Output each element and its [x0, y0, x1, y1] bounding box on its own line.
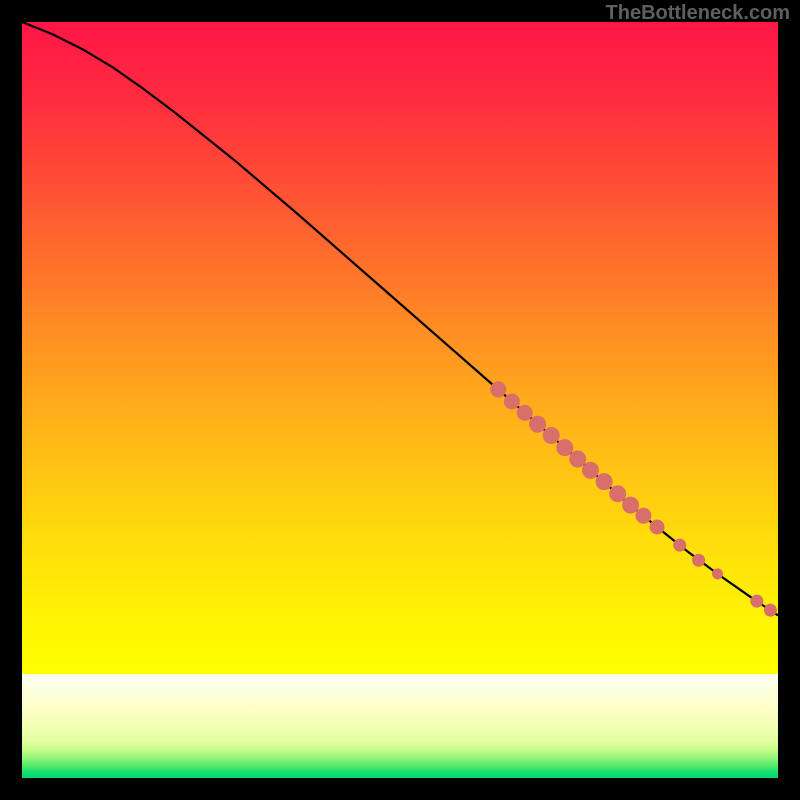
data-marker [610, 486, 626, 502]
data-marker [491, 382, 506, 397]
data-marker [623, 497, 639, 513]
data-marker [713, 569, 723, 579]
data-marker [504, 394, 519, 409]
trend-curve [22, 22, 778, 615]
data-marker [596, 474, 612, 490]
data-marker [557, 440, 573, 456]
data-marker [543, 428, 559, 444]
plot-area [22, 22, 778, 778]
data-marker [517, 405, 532, 420]
chart-root: TheBottleneck.com [0, 0, 800, 800]
data-marker [693, 554, 705, 566]
data-marker [751, 595, 763, 607]
chart-svg [22, 22, 778, 778]
data-marker [650, 520, 664, 534]
data-marker [674, 539, 686, 551]
data-marker [583, 462, 599, 478]
data-marker [570, 451, 586, 467]
data-marker [764, 604, 776, 616]
watermark-text: TheBottleneck.com [606, 2, 790, 25]
data-marker [530, 416, 546, 432]
data-marker [636, 508, 651, 523]
